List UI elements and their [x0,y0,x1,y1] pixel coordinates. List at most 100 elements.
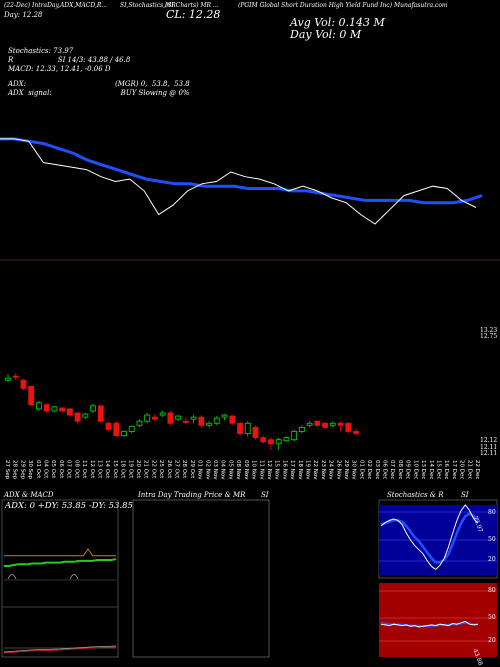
date-tick-label: 13 Dec [420,460,426,479]
candle-body [252,426,259,439]
candle-body [43,404,50,412]
date-tick-label: 06 Dec [382,460,388,479]
date-tick-label: 24 Nov [328,460,334,480]
date-axis: 27 Sep 28 Sep 29 Sep 30 Sep 01 Oct 04 Oct 05 O… [4,460,480,480]
macd-readout: MACD: 12.33, 12.41, -0.06 D [8,65,111,73]
candle-body [198,416,205,426]
date-tick-label: 21 Dec [466,460,472,479]
candle-body [97,405,104,422]
date-tick-label: 19 Nov [305,460,311,480]
intraday-si-label: SI [261,491,269,499]
date-tick-label: 01 Dec [358,460,364,479]
date-tick-label: 09 Nov [243,460,249,480]
date-tick-label: 11 Oct [81,460,87,479]
candle-body [182,420,189,423]
si-white-line [380,620,479,628]
date-tick-label: 04 Oct [43,460,49,479]
candle-body [136,420,143,426]
day-label: Day: 12.28 [4,11,43,19]
candle-body [221,414,228,418]
date-tick-label: 01 Nov [197,460,203,480]
date-tick-label: 03 Dec [374,460,380,479]
date-tick-label: 26 Nov [335,460,341,480]
price-tick-bottom-3: 12.11 [480,450,498,457]
candle-body [190,416,197,420]
date-tick-label: 11 Nov [258,460,264,480]
price-tick-bottom-2: 12.11 [480,444,498,451]
candle-body [298,426,305,432]
price-line [0,138,477,225]
header-title-4: (PGIM Global Short Duration High Yield F… [238,2,448,9]
stoch-tick-80: 80 [488,509,496,516]
date-tick-label: 17 Dec [451,460,457,479]
date-tick-label: 03 Nov [212,460,218,480]
date-tick-label: 15 Oct [112,460,118,479]
si-blue-line [380,621,478,628]
candle-body [20,379,27,389]
candle-body [51,406,58,412]
date-tick-label: 18 Oct [120,460,126,479]
si-tick-80: 80 [488,587,496,594]
candle-body [322,422,328,428]
date-tick-label: 09 Dec [405,460,411,479]
candle-body [353,431,359,434]
date-tick-label: 05 Nov [227,460,233,480]
candle-body [229,415,236,424]
candle-body [105,422,112,430]
date-tick-label: 14 Oct [104,460,110,479]
avg-volume-label: Avg Vol: 0.143 M [290,16,385,29]
adx-minus-di-line [4,548,116,557]
adx-marker [7,574,17,580]
adx-readout: ADX: (MGR) 0, 53.8, 53.8 [8,80,190,88]
candle-body [283,437,290,442]
si-tick-50: 50 [488,614,496,621]
candle-body [314,420,321,426]
date-tick-label: 30 Sep [27,460,33,480]
stoch-panel-title: Stochastics & R [387,491,444,499]
candle-body [121,431,127,436]
candle-body [90,405,96,412]
date-tick-label: 28 Oct [181,460,187,479]
adx-marker [69,574,79,580]
stoch-si-label: SI [461,491,469,499]
candle-body [337,422,344,426]
day-volume-label: Day Vol: 0 M [290,28,362,41]
date-tick-label: 15 Nov [274,460,280,480]
stoch-tick-50: 50 [488,536,496,543]
date-tick-label: 02 Nov [204,460,210,480]
date-tick-label: 02 Dec [366,460,372,479]
date-tick-label: 29 Sep [19,460,25,480]
candle-body [244,422,251,434]
date-tick-label: 19 Oct [127,460,133,479]
macd-signal-line [3,646,117,654]
adx-values-text: ADX: 0 +DY: 53.85 -DY: 53.85 [5,501,133,511]
date-tick-label: 07 Oct [66,460,72,479]
date-tick-label: 15 Dec [436,460,442,479]
price-line-chart [0,137,500,261]
header-title-2: SI,Stochastics,MR [120,2,176,9]
date-tick-label: 27 Oct [174,460,180,479]
macd-line [3,645,117,653]
candle-body [167,412,174,424]
close-price-label: CL: 12.28 [166,8,221,21]
date-tick-label: 08 Dec [397,460,403,479]
si-readout: R SI 14/3: 43.88 / 46.8 [8,56,131,64]
date-tick-label: 14 Dec [428,460,434,479]
price-tick-top-1: 13.23 [480,327,498,334]
date-tick-label: 05 Oct [50,460,56,479]
si-zone [379,583,497,657]
intraday-panel-title: Intra Day Trading Price & MR [138,491,246,499]
candle-body [275,439,282,445]
date-tick-label: 10 Nov [251,460,257,480]
intraday-panel-frame [132,499,270,658]
candle-body [66,408,73,416]
candle-body [28,385,35,406]
stoch-k-line [380,504,479,571]
candlestick-chart [5,372,359,450]
date-tick-label: 20 Oct [135,460,141,479]
adx-panel-title: ADX & MACD [4,491,54,499]
candle-body [36,402,42,410]
date-tick-label: 18 Nov [297,460,303,480]
